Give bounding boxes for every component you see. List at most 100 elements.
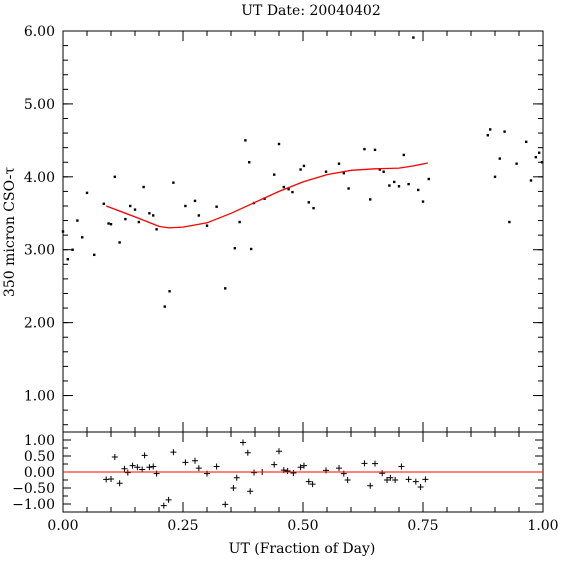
residual-point [361,460,368,467]
residual-point [422,476,429,483]
data-point [363,147,366,151]
y-tick-label: 1.00 [24,433,55,449]
data-point [248,161,251,164]
data-point [291,190,294,194]
data-point [537,151,541,154]
y-tick-label: 4.00 [24,170,55,186]
residual-point [124,469,131,476]
data-point [85,191,89,195]
y-tick-label: −0.50 [12,481,55,497]
residual-point [372,460,378,467]
residual-point [290,469,297,476]
fit-curve [105,162,428,229]
data-point [417,188,420,192]
x-tick-label: 0.00 [47,518,78,534]
data-point [347,187,350,190]
x-tick-label: 0.75 [407,518,438,534]
data-point [427,177,430,181]
data-point [244,139,247,142]
residual-point [384,477,390,483]
data-point [193,199,197,203]
data-point [337,162,341,165]
data-point [129,204,132,208]
data-point [515,162,518,165]
residual-point [192,457,198,464]
y-tick-label: 1.00 [24,389,55,405]
residual-point [297,464,304,471]
residual-point [129,462,136,469]
data-point [93,253,96,257]
data-point [529,179,533,182]
residual-point [271,461,278,468]
data-point [168,290,171,293]
residual-point [367,482,374,489]
residual-point [412,478,419,485]
data-point [61,230,65,233]
data-point [324,170,328,173]
residual-point [141,452,148,459]
data-point [148,212,151,215]
residual-point [300,462,307,469]
data-point [215,205,218,208]
residual-point [195,465,202,472]
data-point [282,185,285,189]
data-point [402,153,405,157]
residual-point [170,449,177,456]
data-point [397,185,401,188]
residual-point [344,477,351,483]
data-point [155,228,158,231]
data-point [540,161,544,164]
data-point [142,185,145,189]
data-point [493,175,497,179]
residual-point [405,476,412,483]
data-point [249,247,253,251]
data-point [124,217,127,221]
residual-point [160,502,167,509]
data-point [373,148,377,152]
residual-point [309,481,316,488]
data-point [421,200,425,203]
data-point [273,173,276,176]
data-point [382,170,385,173]
residual-point [247,488,254,495]
data-point [388,184,391,187]
residual-point [139,466,146,473]
residual-point [336,465,342,472]
data-point [369,198,372,201]
data-point [378,168,381,171]
residual-panel: 0.00 0.25 0.50 0.75 1.00−1.00−0.500.000.501.… [12,431,559,534]
y-tick-label: −1.00 [12,497,55,513]
data-point [172,181,175,184]
y-tick-label: 2.00 [24,316,55,332]
data-point [312,206,315,210]
data-point [163,305,166,308]
residual-point [165,496,172,503]
data-point [205,224,209,227]
x-tick-label: 1.00 [527,518,558,534]
data-point [412,36,415,39]
data-point [277,142,281,146]
y-tick-label: 3.00 [24,243,55,259]
data-point [393,180,396,184]
residual-point [134,464,141,471]
data-point [407,182,410,186]
data-point [107,222,110,225]
data-point [238,220,241,224]
data-point [503,130,506,133]
data-point [525,140,528,144]
data-point [486,134,489,137]
data-point [81,236,84,239]
data-point [302,164,306,168]
data-point [184,204,187,208]
data-point [71,248,74,251]
data-point [233,247,237,250]
residual-point [150,463,157,470]
bottom-panel-xlabel: UT (Fraction of Day) [229,541,376,557]
residual-point [233,474,240,481]
data-point [66,258,69,261]
y-tick-label: 5.00 [24,97,55,113]
data-point [263,197,266,200]
top-panel: 1.00 2.00 3.00 4.00 5.00 6.00 [24,24,544,433]
